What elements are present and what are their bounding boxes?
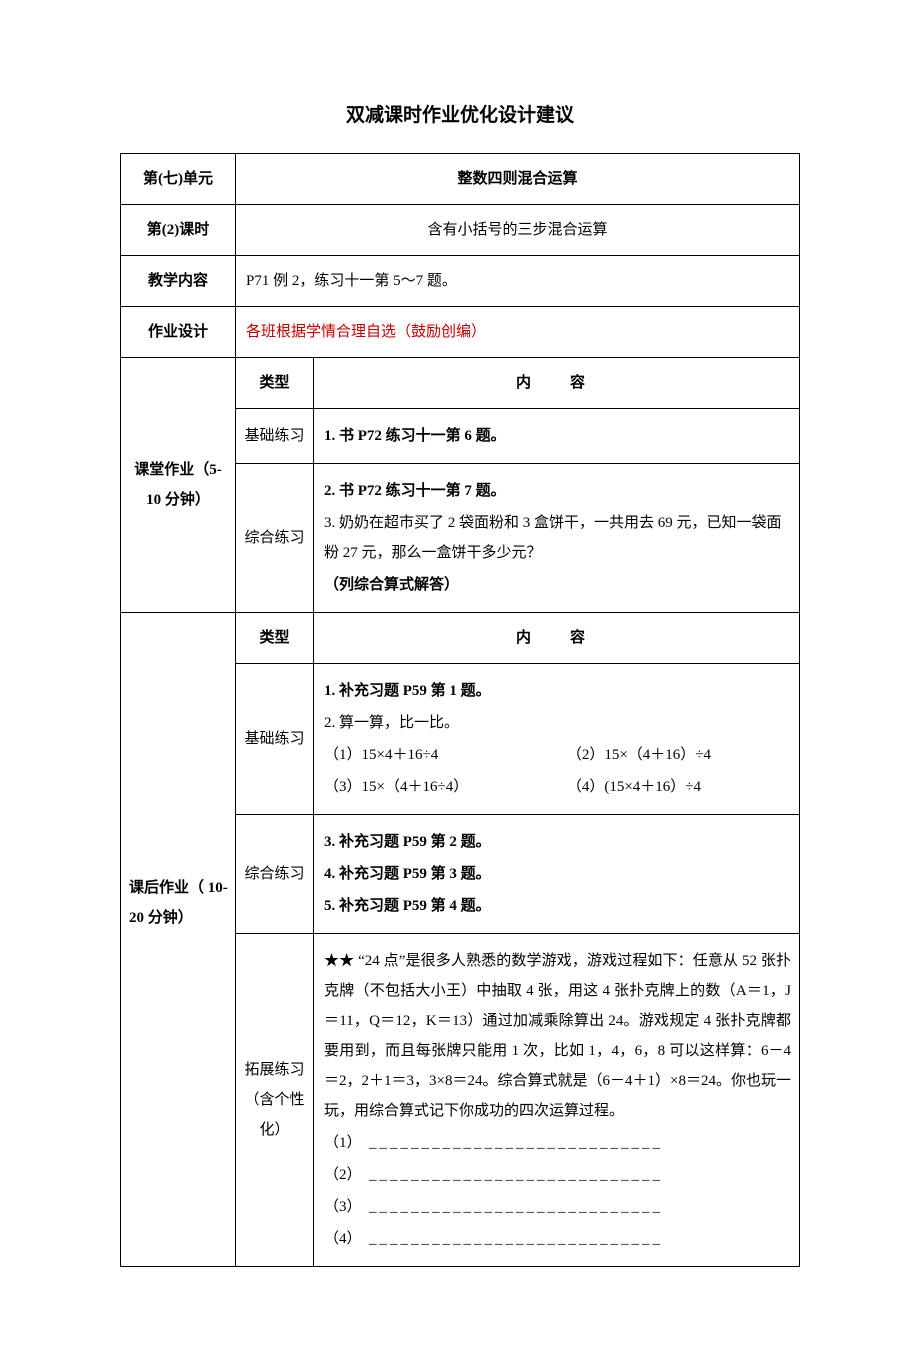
blank-label-2: （2）: [324, 1167, 354, 1183]
blank-label-4: （4）: [324, 1231, 354, 1247]
design-value: 各班根据学情合理自选（鼓励创编）: [236, 307, 800, 358]
classwork-comp-item-2: 3. 奶奶在超市买了 2 袋面粉和 3 盒饼干，一共用去 69 元，已知一袋面粉…: [324, 508, 791, 568]
homework-ext-text: ★★ “24 点”是很多人熟悉的数学游戏，游戏过程如下：任意从 52 张扑克牌（…: [324, 946, 791, 1126]
classwork-comp-item-1: 2. 书 P72 练习十一第 7 题。: [324, 476, 791, 506]
homework-basic-p2: （3）15×（4＋16÷4） （4）(15×4＋16）÷4: [324, 772, 791, 802]
ext-blank-3: （3） ____________________________: [324, 1192, 791, 1222]
prob-2b: （4）(15×4＋16）÷4: [567, 772, 701, 802]
blank-line-2: ____________________________: [369, 1160, 663, 1190]
homework-basic-subtitle: 2. 算一算，比一比。: [324, 708, 791, 738]
lesson-value: 含有小括号的三步混合运算: [236, 205, 800, 256]
blank-label-1: （1）: [324, 1135, 354, 1151]
classwork-type-header: 类型: [236, 358, 314, 409]
homework-comp-label: 综合练习: [236, 815, 314, 934]
homework-section-label: 课后作业（ 10-20 分钟）: [121, 613, 236, 1267]
homework-basic-label: 基础练习: [236, 664, 314, 815]
classwork-comp-content: 2. 书 P72 练习十一第 7 题。 3. 奶奶在超市买了 2 袋面粉和 3 …: [314, 464, 800, 613]
teaching-label: 教学内容: [121, 256, 236, 307]
homework-basic-p1: （1）15×4＋16÷4 （2）15×（4＋16）÷4: [324, 740, 791, 770]
blank-line-3: ____________________________: [369, 1192, 663, 1222]
row-unit: 第(七)单元 整数四则混合运算: [121, 154, 800, 205]
homework-comp-item-2: 4. 补充习题 P59 第 3 题。: [324, 859, 791, 889]
homework-type-header: 类型: [236, 613, 314, 664]
classwork-basic-content: 1. 书 P72 练习十一第 6 题。: [314, 409, 800, 464]
classwork-comp-item-3: （列综合算式解答）: [324, 570, 791, 600]
page-title: 双减课时作业优化设计建议: [120, 100, 800, 127]
classwork-section-label: 课堂作业（5-10 分钟）: [121, 358, 236, 613]
homework-comp-item-3: 5. 补充习题 P59 第 4 题。: [324, 891, 791, 921]
lesson-plan-page: 双减课时作业优化设计建议 第(七)单元 整数四则混合运算 第(2)课时 含有小括…: [120, 100, 800, 1267]
homework-basic-content: 1. 补充习题 P59 第 1 题。 2. 算一算，比一比。 （1）15×4＋1…: [314, 664, 800, 815]
unit-label: 第(七)单元: [121, 154, 236, 205]
classwork-basic-item-1: 1. 书 P72 练习十一第 6 题。: [324, 421, 791, 451]
prob-1b: （2）15×（4＋16）÷4: [567, 740, 711, 770]
ext-blank-1: （1） ____________________________: [324, 1128, 791, 1158]
classwork-header-row: 课堂作业（5-10 分钟） 类型 内 容: [121, 358, 800, 409]
row-lesson: 第(2)课时 含有小括号的三步混合运算: [121, 205, 800, 256]
classwork-basic-label: 基础练习: [236, 409, 314, 464]
homework-ext-content: ★★ “24 点”是很多人熟悉的数学游戏，游戏过程如下：任意从 52 张扑克牌（…: [314, 934, 800, 1267]
ext-blank-2: （2） ____________________________: [324, 1160, 791, 1190]
unit-value: 整数四则混合运算: [236, 154, 800, 205]
classwork-content-header: 内 容: [314, 358, 800, 409]
ext-blank-4: （4） ____________________________: [324, 1224, 791, 1254]
homework-comp-item-1: 3. 补充习题 P59 第 2 题。: [324, 827, 791, 857]
homework-ext-label: 拓展练习（含个性化）: [236, 934, 314, 1267]
blank-line-4: ____________________________: [369, 1224, 663, 1254]
design-label: 作业设计: [121, 307, 236, 358]
row-teaching: 教学内容 P71 例 2，练习十一第 5～7 题。: [121, 256, 800, 307]
prob-2a: （3）15×（4＋16÷4）: [324, 772, 567, 802]
teaching-value: P71 例 2，练习十一第 5～7 题。: [236, 256, 800, 307]
blank-line-1: ____________________________: [369, 1128, 663, 1158]
homework-header-row: 课后作业（ 10-20 分钟） 类型 内 容: [121, 613, 800, 664]
row-design: 作业设计 各班根据学情合理自选（鼓励创编）: [121, 307, 800, 358]
stars-icon: ★★: [324, 953, 354, 969]
homework-comp-content: 3. 补充习题 P59 第 2 题。 4. 补充习题 P59 第 3 题。 5.…: [314, 815, 800, 934]
classwork-comp-label: 综合练习: [236, 464, 314, 613]
ext-body: “24 点”是很多人熟悉的数学游戏，游戏过程如下：任意从 52 张扑克牌（不包括…: [324, 953, 791, 1119]
plan-table: 第(七)单元 整数四则混合运算 第(2)课时 含有小括号的三步混合运算 教学内容…: [120, 153, 800, 1267]
lesson-label: 第(2)课时: [121, 205, 236, 256]
blank-label-3: （3）: [324, 1199, 354, 1215]
homework-basic-title: 1. 补充习题 P59 第 1 题。: [324, 676, 791, 706]
homework-content-header: 内 容: [314, 613, 800, 664]
prob-1a: （1）15×4＋16÷4: [324, 740, 567, 770]
